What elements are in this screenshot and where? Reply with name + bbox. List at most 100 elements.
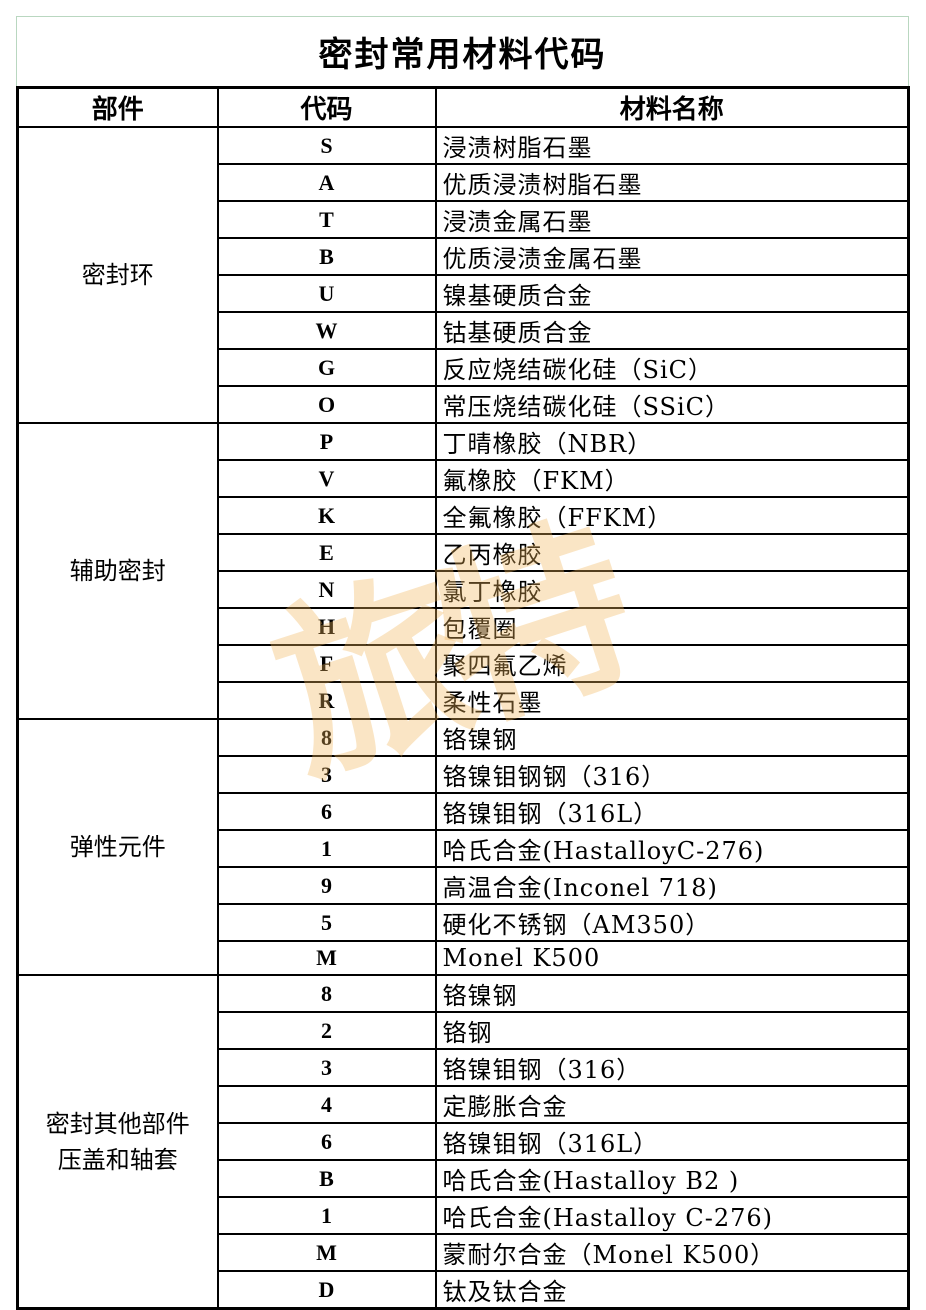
code-cell: 1 [216,829,437,868]
code-cell: V [216,459,437,498]
material-name-cell: 包覆圈 [434,607,910,646]
table-row: B 优质浸渍金属石墨 [18,237,910,276]
material-name-cell: 优质浸渍金属石墨 [434,237,910,276]
code-cell: R [216,681,437,720]
code-cell: 3 [216,755,437,794]
table-row: 3 铬镍钼钢钢（316） [18,755,910,794]
table-row: 密封环 S 浸渍树脂石墨 [16,126,910,424]
material-name-cell: 氟橡胶（FKM） [434,459,910,498]
code-cell: 8 [216,974,437,1013]
code-cell: 3 [216,1048,437,1087]
table-row: M 蒙耐尔合金（Monel K500） [18,1233,910,1272]
part-cell: 辅助密封 [16,422,219,720]
material-name-cell: 钴基硬质合金 [434,311,910,350]
material-name-cell: 钛及钛合金 [434,1270,910,1310]
header-row: 部件 代码 材料名称 [16,86,910,128]
material-name-cell: 定膨胀合金 [434,1085,910,1124]
material-name-cell: 优质浸渍树脂石墨 [434,163,910,202]
table-row: T 浸渍金属石墨 [18,200,910,239]
table-row: G 反应烧结碳化硅（SiC） [18,348,910,387]
code-cell: M [216,940,437,976]
material-name-cell: 铬钢 [434,1011,910,1050]
material-name-cell: 常压烧结碳化硅（SSiC） [434,385,910,424]
code-cell: 8 [216,718,437,757]
code-cell: A [216,163,437,202]
code-cell: 6 [216,792,437,831]
code-cell: W [216,311,437,350]
material-name-cell: 反应烧结碳化硅（SiC） [434,348,910,387]
code-cell: F [216,644,437,683]
table-row: R 柔性石墨 [18,681,910,720]
part-cell: 密封其他部件 压盖和轴套 [16,974,219,1310]
code-cell: S [216,126,437,165]
part-cell: 弹性元件 [16,718,219,976]
code-cell: 5 [216,903,437,942]
title-cell: 密封常用材料代码 [16,16,909,86]
code-cell: 2 [216,1011,437,1050]
table-row: F 聚四氟乙烯 [18,644,910,683]
code-cell: T [216,200,437,239]
table-row: V 氟橡胶（FKM） [18,459,910,498]
material-name-cell: 铬镍钼钢（316） [434,1048,910,1087]
part-label: 弹性元件 [69,833,166,861]
code-cell: 1 [216,1196,437,1235]
material-name-cell: 铬镍钢 [434,718,910,757]
code-cell: H [216,607,437,646]
table-row: 1 哈氏合金(Hastalloy C-276) [18,1196,910,1235]
material-name-cell: 铬镍钼钢（316L） [434,1122,910,1161]
material-name-cell: 聚四氟乙烯 [434,644,910,683]
material-name-cell: 哈氏合金(Hastalloy C-276) [434,1196,910,1235]
table-row: 辅助密封 P 丁晴橡胶（NBR） [16,422,910,720]
part-label: 密封环 [81,261,154,289]
material-name-cell: 哈氏合金(Hastalloy B2 ) [434,1159,910,1198]
part-cell: 密封环 [16,126,219,424]
part-label: 辅助密封 [69,557,166,585]
code-cell: E [216,533,437,572]
material-name-cell: Monel K500 [434,940,910,976]
table-row: U 镍基硬质合金 [18,274,910,313]
table-row: K 全氟橡胶（FFKM） [18,496,910,535]
code-cell: B [216,1159,437,1198]
table-row: 3 铬镍钼钢（316） [18,1048,910,1087]
code-cell: K [216,496,437,535]
material-name-cell: 高温合金(Inconel 718) [434,866,910,905]
table-row: 密封其他部件 压盖和轴套 8 铬镍钢 [16,974,910,1310]
table-row: 9 高温合金(Inconel 718) [18,866,910,905]
material-code-table: 部件 代码 材料名称 密封环 S 浸渍树脂石墨 A 优质浸渍树脂石墨 T 浸渍金属石墨 B 优质… [16,86,910,1310]
code-cell: 6 [216,1122,437,1161]
table-row: H 包覆圈 [18,607,910,646]
table-row: 6 铬镍钼钢（316L） [18,1122,910,1161]
material-name-cell: 浸渍树脂石墨 [434,126,910,165]
table-row: 1 哈氏合金(HastalloyC-276) [18,829,910,868]
material-name-cell: 柔性石墨 [434,681,910,720]
material-name-cell: 铬镍钢 [434,974,910,1013]
header-code: 代码 [216,86,437,128]
code-cell: O [216,385,437,424]
code-cell: P [216,422,437,461]
table-row: 6 铬镍钼钢（316L） [18,792,910,831]
code-cell: U [216,274,437,313]
material-name-cell: 硬化不锈钢（AM350） [434,903,910,942]
table-row: A 优质浸渍树脂石墨 [18,163,910,202]
table-row: E 乙丙橡胶 [18,533,910,572]
code-cell: G [216,348,437,387]
code-cell: B [216,237,437,276]
code-cell: 4 [216,1085,437,1124]
table-row: O 常压烧结碳化硅（SSiC） [18,385,910,424]
code-cell: 9 [216,866,437,905]
material-name-cell: 全氟橡胶（FFKM） [434,496,910,535]
table-row: M Monel K500 [18,940,910,976]
part-label: 密封其他部件 [45,1109,190,1138]
table-row: 弹性元件 8 铬镍钢 [16,718,910,976]
material-name-cell: 哈氏合金(HastalloyC-276) [434,829,910,868]
code-cell: M [216,1233,437,1272]
material-name-cell: 乙丙橡胶 [434,533,910,572]
material-name-cell: 蒙耐尔合金（Monel K500） [434,1233,910,1272]
page-title: 密封常用材料代码 [318,35,607,75]
header-name: 材料名称 [434,86,910,128]
material-name-cell: 浸渍金属石墨 [434,200,910,239]
code-cell: N [216,570,437,609]
table-row: N 氯丁橡胶 [18,570,910,609]
table-row: 4 定膨胀合金 [18,1085,910,1124]
material-name-cell: 氯丁橡胶 [434,570,910,609]
